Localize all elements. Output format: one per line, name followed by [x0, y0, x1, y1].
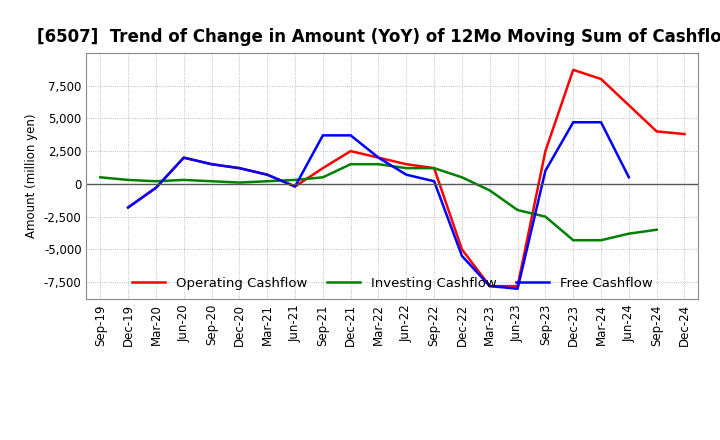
- Free Cashflow: [124, 205, 132, 210]
- Operating Cashflow: [318, 165, 327, 171]
- Investing Cashflow: [652, 227, 661, 232]
- Free Cashflow: [235, 165, 243, 171]
- Investing Cashflow: [374, 161, 383, 167]
- Free Cashflow: [179, 155, 188, 160]
- Free Cashflow: [402, 172, 410, 177]
- Free Cashflow: [624, 175, 633, 180]
- Investing Cashflow: [541, 214, 550, 219]
- Operating Cashflow: [485, 283, 494, 289]
- Investing Cashflow: [179, 177, 188, 183]
- Investing Cashflow: [291, 177, 300, 183]
- Free Cashflow: [152, 185, 161, 191]
- Operating Cashflow: [652, 129, 661, 134]
- Investing Cashflow: [569, 238, 577, 243]
- Investing Cashflow: [458, 175, 467, 180]
- Investing Cashflow: [597, 238, 606, 243]
- Free Cashflow: [346, 133, 355, 138]
- Investing Cashflow: [624, 231, 633, 236]
- Operating Cashflow: [207, 161, 216, 167]
- Operating Cashflow: [179, 155, 188, 160]
- Operating Cashflow: [569, 67, 577, 73]
- Investing Cashflow: [485, 188, 494, 193]
- Operating Cashflow: [124, 205, 132, 210]
- Free Cashflow: [597, 120, 606, 125]
- Free Cashflow: [513, 286, 522, 291]
- Operating Cashflow: [346, 148, 355, 154]
- Investing Cashflow: [402, 165, 410, 171]
- Investing Cashflow: [96, 175, 104, 180]
- Line: Free Cashflow: Free Cashflow: [128, 122, 629, 289]
- Investing Cashflow: [207, 179, 216, 184]
- Operating Cashflow: [152, 185, 161, 191]
- Free Cashflow: [374, 155, 383, 160]
- Line: Investing Cashflow: Investing Cashflow: [100, 164, 657, 240]
- Operating Cashflow: [430, 165, 438, 171]
- Free Cashflow: [263, 172, 271, 177]
- Investing Cashflow: [346, 161, 355, 167]
- Free Cashflow: [458, 253, 467, 259]
- Operating Cashflow: [235, 165, 243, 171]
- Operating Cashflow: [458, 247, 467, 252]
- Investing Cashflow: [152, 179, 161, 184]
- Operating Cashflow: [402, 161, 410, 167]
- Free Cashflow: [569, 120, 577, 125]
- Operating Cashflow: [374, 155, 383, 160]
- Operating Cashflow: [541, 148, 550, 154]
- Investing Cashflow: [318, 175, 327, 180]
- Free Cashflow: [318, 133, 327, 138]
- Investing Cashflow: [235, 180, 243, 185]
- Investing Cashflow: [430, 165, 438, 171]
- Free Cashflow: [207, 161, 216, 167]
- Free Cashflow: [541, 168, 550, 173]
- Investing Cashflow: [263, 179, 271, 184]
- Title: [6507]  Trend of Change in Amount (YoY) of 12Mo Moving Sum of Cashflows: [6507] Trend of Change in Amount (YoY) o…: [37, 28, 720, 46]
- Free Cashflow: [485, 283, 494, 289]
- Free Cashflow: [291, 184, 300, 189]
- Investing Cashflow: [124, 177, 132, 183]
- Free Cashflow: [430, 179, 438, 184]
- Operating Cashflow: [513, 283, 522, 289]
- Investing Cashflow: [513, 207, 522, 213]
- Operating Cashflow: [624, 103, 633, 108]
- Operating Cashflow: [263, 172, 271, 177]
- Operating Cashflow: [680, 132, 689, 137]
- Y-axis label: Amount (million yen): Amount (million yen): [25, 114, 38, 238]
- Operating Cashflow: [291, 184, 300, 189]
- Legend: Operating Cashflow, Investing Cashflow, Free Cashflow: Operating Cashflow, Investing Cashflow, …: [127, 271, 657, 295]
- Operating Cashflow: [597, 77, 606, 82]
- Line: Operating Cashflow: Operating Cashflow: [128, 70, 685, 286]
